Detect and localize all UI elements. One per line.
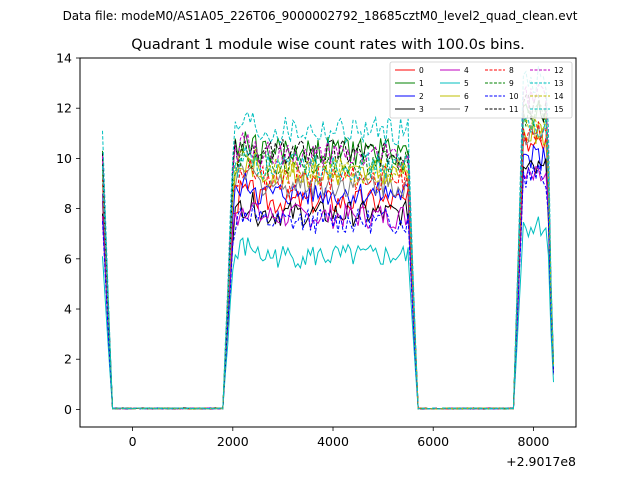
legend-label: 7 [464,105,469,114]
series-layer [102,66,554,410]
chart-suptitle: Data file: modeM0/AS1A05_226T06_90000027… [63,9,578,23]
axes-frame [79,57,577,428]
series-line-15 [102,116,554,410]
legend-label: 9 [509,79,514,88]
y-tick-label: 14 [56,51,72,66]
y-tick-label: 12 [56,101,72,116]
legend-label: 5 [464,79,469,88]
legend-label: 10 [509,92,519,101]
x-tick-label: 2000 [217,434,249,449]
legend-box [389,61,573,119]
legend-label: 8 [509,66,514,75]
y-tick-label: 8 [64,201,72,216]
y-tick-label: 10 [56,151,72,166]
x-tick-label: 8000 [518,434,550,449]
x-tick-label: 6000 [417,434,449,449]
series-line-12 [102,83,554,410]
legend-label: 14 [554,92,564,101]
legend-label: 13 [554,79,564,88]
x-offset-label: +2.9017e8 [506,454,576,469]
legend-label: 4 [464,66,469,75]
y-axis: 0 2 4 6 8 10 12 14 [56,51,80,417]
legend-label: 15 [554,105,564,114]
y-tick-label: 2 [64,352,72,367]
chart-title: Quadrant 1 module wise count rates with … [131,37,525,53]
legend-label: 1 [419,79,424,88]
legend-label: 11 [509,105,519,114]
x-axis: 0 2000 4000 6000 8000 [129,427,550,449]
x-tick-label: 0 [129,434,137,449]
legend-label: 2 [419,92,424,101]
y-tick-label: 6 [64,251,72,266]
legend-label: 0 [419,66,424,75]
legend-label: 3 [419,105,424,114]
axes-background [80,58,576,427]
y-tick-label: 0 [64,402,72,417]
y-tick-label: 4 [64,302,72,317]
legend-label: 12 [554,66,564,75]
x-tick-label: 4000 [317,434,349,449]
plot-area [79,57,577,428]
legend-label: 6 [464,92,469,101]
